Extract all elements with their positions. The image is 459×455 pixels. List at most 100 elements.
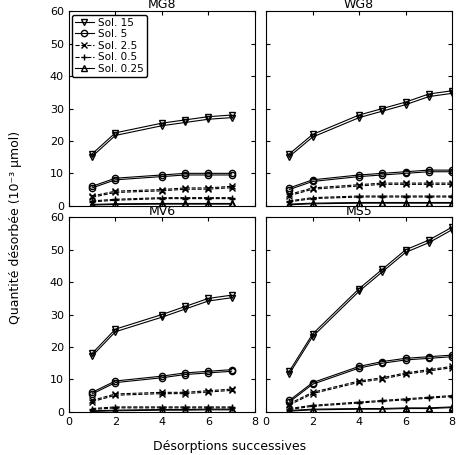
Sol. 5 [310, 380, 315, 385]
Sol. 15 [380, 106, 385, 111]
Sol. 0.25 [182, 407, 188, 412]
Sol. 15 [380, 267, 385, 272]
Sol. 2.5 [90, 193, 95, 199]
Sol. 0.25 [182, 201, 188, 206]
Title: MS5: MS5 [346, 205, 372, 217]
Legend: Sol. 15, Sol. 5, Sol. 2.5, Sol. 0.5, Sol. 0.25: Sol. 15, Sol. 5, Sol. 2.5, Sol. 0.5, Sol… [72, 15, 147, 77]
Line: Sol. 2.5: Sol. 2.5 [286, 180, 455, 197]
Sol. 0.25 [112, 407, 118, 413]
Sol. 15 [112, 130, 118, 136]
Sol. 5 [356, 364, 362, 369]
Line: Sol. 15: Sol. 15 [286, 224, 455, 374]
Sol. 0.5 [182, 404, 188, 410]
Sol. 0.5 [403, 396, 409, 402]
Sol. 0.5 [206, 195, 211, 200]
Sol. 0.25 [380, 406, 385, 411]
Line: Sol. 0.25: Sol. 0.25 [286, 404, 455, 414]
Sol. 0.25 [426, 405, 431, 410]
Sol. 2.5 [229, 183, 235, 189]
Sol. 5 [426, 167, 431, 173]
Sol. 2.5 [356, 378, 362, 384]
Line: Sol. 2.5: Sol. 2.5 [89, 386, 235, 404]
Sol. 5 [159, 172, 165, 178]
Sol. 2.5 [310, 185, 315, 191]
Sol. 2.5 [112, 391, 118, 397]
Sol. 0.5 [310, 403, 315, 408]
Sol. 5 [112, 176, 118, 181]
Sol. 0.5 [90, 198, 95, 204]
Text: Désorptions successives: Désorptions successives [153, 440, 306, 453]
Sol. 15 [182, 304, 188, 309]
Sol. 0.25 [159, 407, 165, 412]
Sol. 15 [426, 238, 431, 243]
Sol. 0.5 [286, 198, 292, 204]
Sol. 0.25 [206, 201, 211, 206]
Sol. 0.25 [229, 201, 235, 206]
Line: Sol. 0.25: Sol. 0.25 [89, 200, 235, 207]
Sol. 2.5 [286, 401, 292, 406]
Sol. 2.5 [449, 180, 455, 186]
Sol. 2.5 [182, 185, 188, 191]
Sol. 0.25 [286, 202, 292, 207]
Sol. 0.25 [229, 406, 235, 412]
Sol. 2.5 [159, 187, 165, 192]
Sol. 0.5 [310, 195, 315, 200]
Sol. 0.5 [159, 195, 165, 200]
Sol. 0.5 [90, 406, 95, 411]
Sol. 5 [310, 177, 315, 182]
Sol. 5 [206, 369, 211, 374]
Sol. 0.25 [206, 406, 211, 412]
Sol. 15 [229, 293, 235, 298]
Line: Sol. 0.25: Sol. 0.25 [89, 406, 235, 414]
Sol. 0.25 [310, 406, 315, 412]
Sol. 15 [229, 112, 235, 118]
Sol. 2.5 [90, 398, 95, 403]
Sol. 15 [286, 151, 292, 157]
Sol. 0.5 [229, 404, 235, 410]
Line: Sol. 5: Sol. 5 [286, 167, 455, 191]
Title: WG8: WG8 [344, 0, 374, 11]
Sol. 0.5 [112, 197, 118, 202]
Sol. 5 [380, 359, 385, 364]
Line: Sol. 5: Sol. 5 [89, 170, 235, 189]
Sol. 0.25 [90, 202, 95, 207]
Sol. 2.5 [403, 180, 409, 186]
Line: Sol. 15: Sol. 15 [89, 292, 235, 357]
Sol. 5 [286, 398, 292, 403]
Sol. 5 [182, 171, 188, 176]
Sol. 15 [90, 151, 95, 157]
Line: Sol. 0.5: Sol. 0.5 [89, 404, 235, 412]
Line: Sol. 2.5: Sol. 2.5 [89, 183, 235, 199]
Sol. 15 [182, 117, 188, 123]
Sol. 2.5 [182, 389, 188, 395]
Sol. 5 [90, 389, 95, 395]
Sol. 5 [206, 171, 211, 176]
Line: Sol. 0.5: Sol. 0.5 [286, 193, 455, 204]
Sol. 0.25 [403, 405, 409, 410]
Sol. 0.25 [449, 404, 455, 410]
Line: Sol. 5: Sol. 5 [89, 367, 235, 395]
Sol. 15 [112, 326, 118, 332]
Sol. 5 [403, 356, 409, 361]
Sol. 5 [90, 183, 95, 189]
Sol. 5 [112, 378, 118, 384]
Sol. 2.5 [356, 182, 362, 187]
Line: Sol. 15: Sol. 15 [286, 88, 455, 157]
Sol. 2.5 [229, 386, 235, 392]
Sol. 5 [229, 171, 235, 176]
Sol. 0.5 [112, 404, 118, 410]
Sol. 5 [426, 354, 431, 359]
Sol. 5 [229, 367, 235, 372]
Sol. 15 [90, 351, 95, 356]
Sol. 15 [403, 99, 409, 105]
Sol. 15 [310, 132, 315, 137]
Sol. 2.5 [206, 185, 211, 191]
Sol. 0.25 [286, 408, 292, 413]
Sol. 5 [449, 167, 455, 173]
Sol. 15 [159, 312, 165, 317]
Sol. 0.25 [112, 201, 118, 207]
Sol. 0.5 [182, 195, 188, 200]
Sol. 2.5 [380, 180, 385, 186]
Sol. 15 [159, 121, 165, 126]
Sol. 0.5 [286, 406, 292, 411]
